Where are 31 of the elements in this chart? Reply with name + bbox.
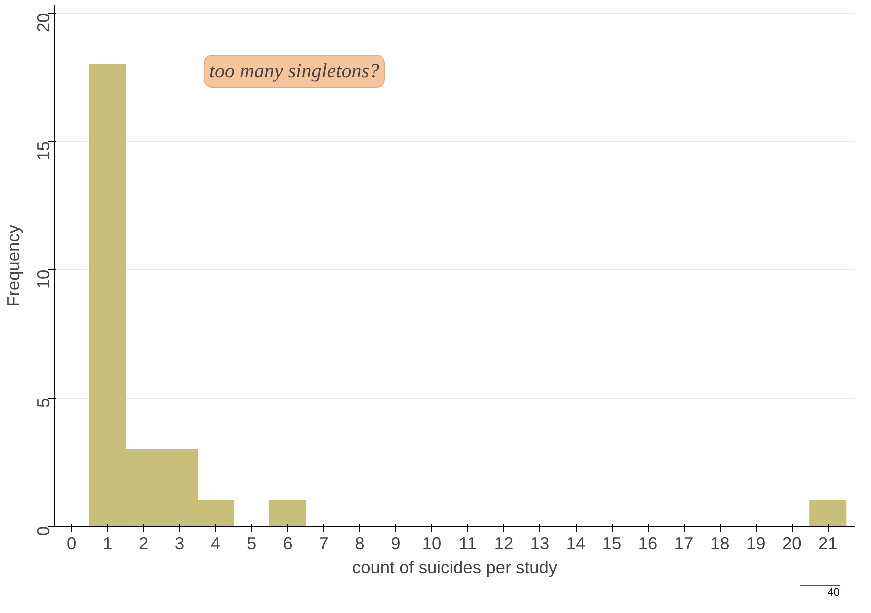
x-tick-label: 18 — [710, 534, 730, 554]
x-tick-label: 1 — [102, 534, 113, 554]
y-tick-label: 15 — [34, 142, 54, 161]
x-tick-label: 7 — [319, 534, 329, 554]
x-tick-label: 21 — [818, 534, 838, 554]
x-tick-label: 8 — [355, 534, 365, 554]
y-tick-label: 20 — [34, 13, 54, 32]
x-tick-label: 11 — [458, 534, 477, 554]
x-tick-label: 0 — [66, 534, 77, 554]
x-tick-label: 6 — [283, 534, 293, 554]
y-tick-label: 0 — [34, 526, 54, 536]
x-tick-label: 5 — [247, 534, 257, 554]
annotation: too many singletons? — [210, 60, 380, 82]
x-tick-label: 19 — [746, 534, 766, 554]
x-tick-label: 4 — [211, 534, 222, 554]
x-tick-label: 10 — [422, 534, 442, 554]
x-tick-label: 3 — [175, 534, 185, 554]
y-tick-label: 5 — [34, 398, 54, 408]
x-axis-title: count of suicides per study — [352, 558, 558, 578]
text: 40 — [828, 586, 840, 601]
y-tick-label: 10 — [34, 270, 54, 290]
x-tick-label: 14 — [566, 534, 586, 554]
x-tick-label: 15 — [602, 534, 622, 554]
x-tick-label: 20 — [782, 534, 802, 554]
x-tick-label: 2 — [139, 534, 149, 554]
x-tick-label: 9 — [391, 534, 401, 554]
x-tick-label: 12 — [494, 534, 514, 554]
x-tick-label: 13 — [530, 534, 550, 554]
x-tick-label: 16 — [638, 534, 658, 554]
x-tick-label: 17 — [674, 534, 694, 554]
y-axis-title: Frequency — [4, 224, 24, 307]
